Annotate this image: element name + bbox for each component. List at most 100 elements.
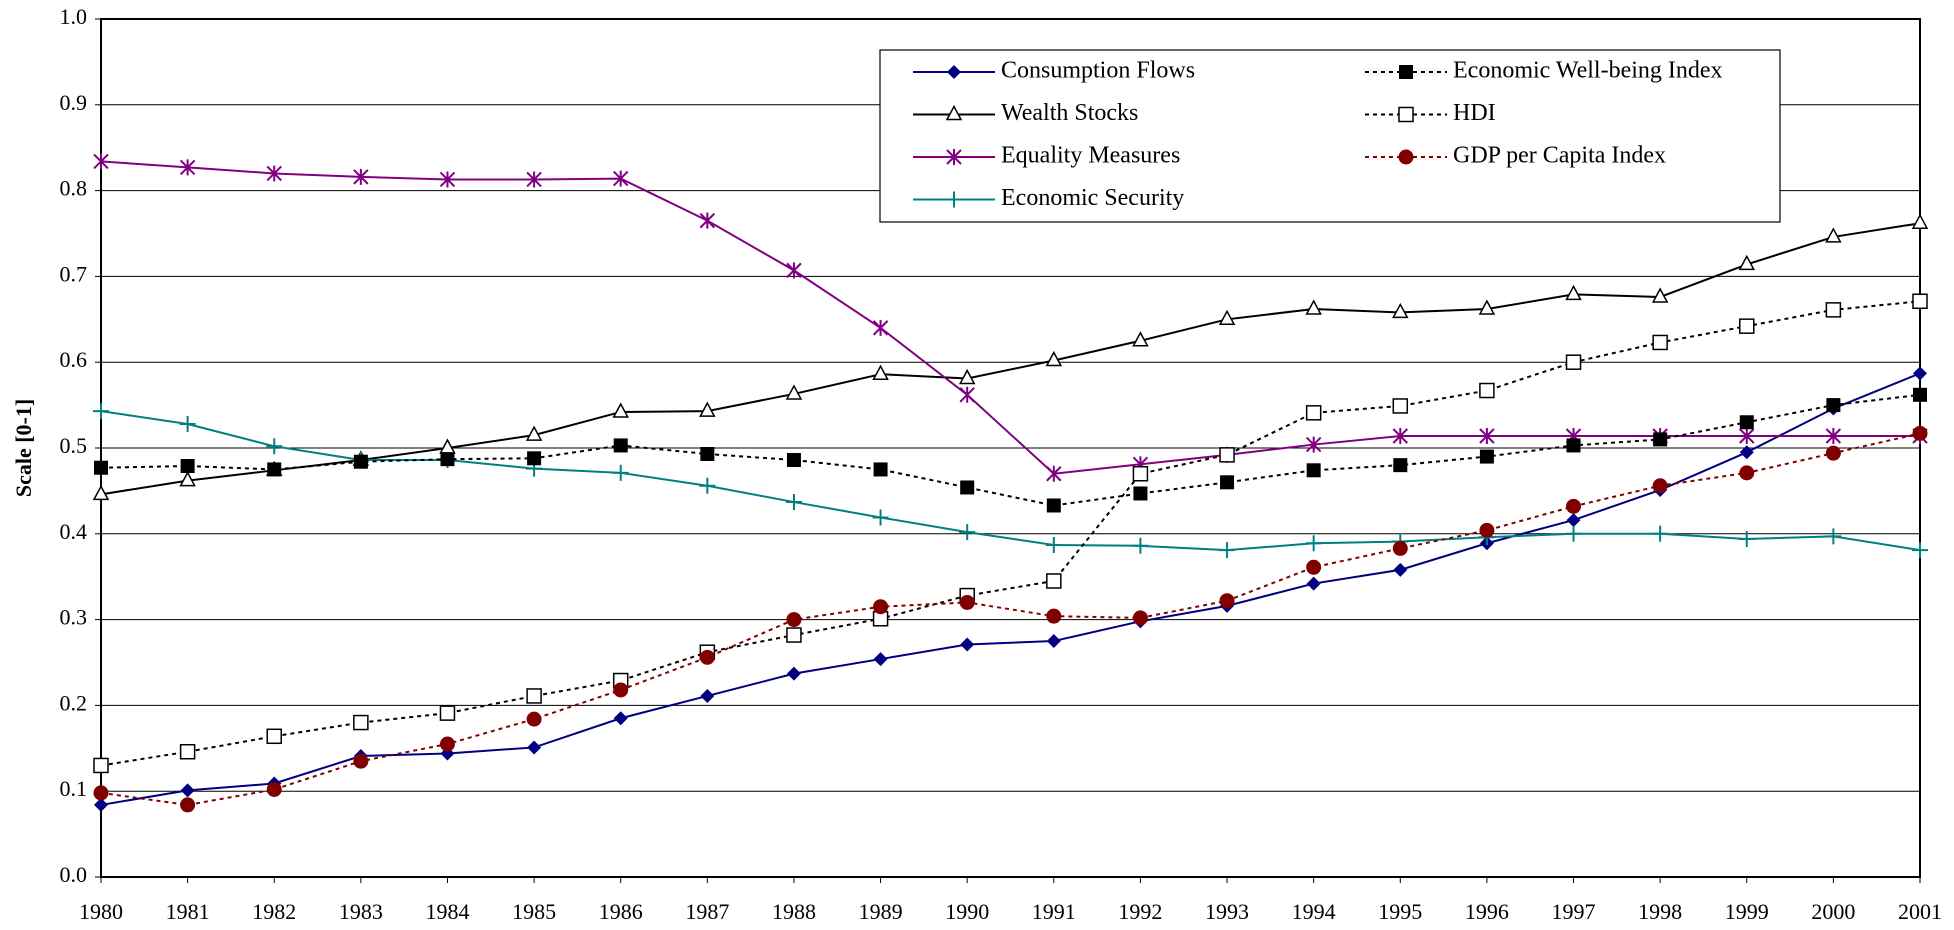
marker	[960, 480, 975, 495]
marker	[439, 705, 456, 721]
legend-label: Economic Security	[1001, 185, 1184, 211]
marker	[1739, 318, 1755, 334]
x-tick-label: 1997	[1552, 899, 1596, 924]
marker	[1393, 458, 1408, 473]
marker	[1046, 465, 1062, 482]
series-line	[100, 410, 1921, 552]
marker	[1652, 334, 1668, 351]
legend-label: Consumption Flows	[1001, 58, 1195, 84]
legend-box	[879, 49, 1781, 223]
marker	[945, 104, 963, 121]
x-tick-label: 1981	[166, 899, 210, 924]
marker	[1045, 536, 1062, 553]
marker	[526, 711, 542, 727]
marker	[700, 447, 715, 462]
marker	[527, 740, 542, 755]
marker	[959, 524, 976, 541]
marker	[440, 452, 455, 467]
marker	[1739, 445, 1754, 460]
y-tick-label: 0.3	[60, 605, 88, 630]
marker	[1825, 227, 1842, 243]
x-tick-label: 1982	[252, 899, 296, 924]
marker	[785, 384, 803, 400]
y-tick-label: 1.0	[60, 4, 88, 29]
marker	[700, 688, 715, 703]
series-line	[100, 300, 1921, 767]
marker	[1651, 287, 1669, 303]
marker	[527, 451, 542, 466]
x-tick-label: 1986	[599, 899, 643, 924]
marker	[1825, 302, 1842, 318]
marker	[1219, 593, 1235, 609]
marker	[1913, 387, 1927, 402]
marker	[1219, 447, 1235, 463]
marker	[1392, 398, 1409, 414]
x-tick-label: 1990	[945, 899, 989, 924]
marker	[959, 386, 975, 403]
marker	[179, 159, 196, 176]
x-tick-label: 1989	[859, 899, 903, 924]
marker	[1652, 525, 1669, 542]
x-tick-label: 1994	[1292, 899, 1336, 924]
marker	[266, 781, 282, 797]
marker	[1398, 106, 1414, 123]
marker	[266, 165, 282, 182]
marker	[1565, 284, 1582, 301]
marker	[526, 171, 542, 188]
marker	[179, 743, 196, 760]
marker	[1738, 254, 1756, 271]
marker	[1478, 299, 1496, 315]
marker	[786, 612, 802, 628]
marker	[1739, 427, 1755, 444]
y-tick-label: 0.6	[60, 347, 88, 372]
marker	[1566, 438, 1581, 453]
marker	[1479, 427, 1495, 444]
marker	[785, 494, 802, 511]
marker	[1392, 427, 1408, 444]
marker	[93, 153, 109, 170]
marker	[1566, 513, 1581, 528]
marker	[1825, 445, 1841, 461]
legend-label: Economic Well-being Index	[1453, 58, 1723, 84]
marker	[180, 797, 196, 813]
marker	[1738, 530, 1755, 547]
marker	[786, 262, 802, 279]
marker	[1393, 562, 1408, 577]
marker	[1652, 478, 1668, 494]
marker	[1306, 576, 1321, 591]
x-tick-label: 1996	[1465, 899, 1509, 924]
marker	[439, 736, 455, 752]
marker	[179, 471, 196, 487]
marker	[1306, 559, 1322, 575]
marker	[1565, 354, 1582, 370]
marker	[92, 484, 110, 501]
marker	[1218, 309, 1236, 326]
marker	[1392, 302, 1409, 319]
x-tick-label: 1998	[1638, 899, 1682, 924]
marker	[699, 212, 716, 229]
marker	[179, 415, 196, 432]
marker	[612, 464, 629, 481]
marker	[180, 459, 195, 474]
marker	[1479, 382, 1495, 399]
marker	[94, 797, 108, 812]
marker	[1825, 528, 1842, 545]
marker	[1306, 463, 1321, 478]
y-tick-label: 0.2	[60, 690, 88, 715]
marker	[1826, 398, 1841, 413]
marker	[93, 757, 109, 774]
marker	[946, 149, 962, 165]
y-axis-label: Scale [0-1]	[11, 399, 36, 497]
marker	[1739, 415, 1754, 430]
marker	[959, 594, 975, 610]
marker	[786, 627, 802, 643]
marker	[353, 753, 369, 769]
marker	[1132, 537, 1149, 554]
series-line	[100, 393, 1921, 507]
y-tick-label: 0.8	[60, 176, 88, 201]
marker	[1398, 149, 1414, 165]
series-line	[100, 160, 1920, 475]
legend-label: GDP per Capita Index	[1453, 143, 1666, 169]
marker	[1911, 213, 1929, 229]
